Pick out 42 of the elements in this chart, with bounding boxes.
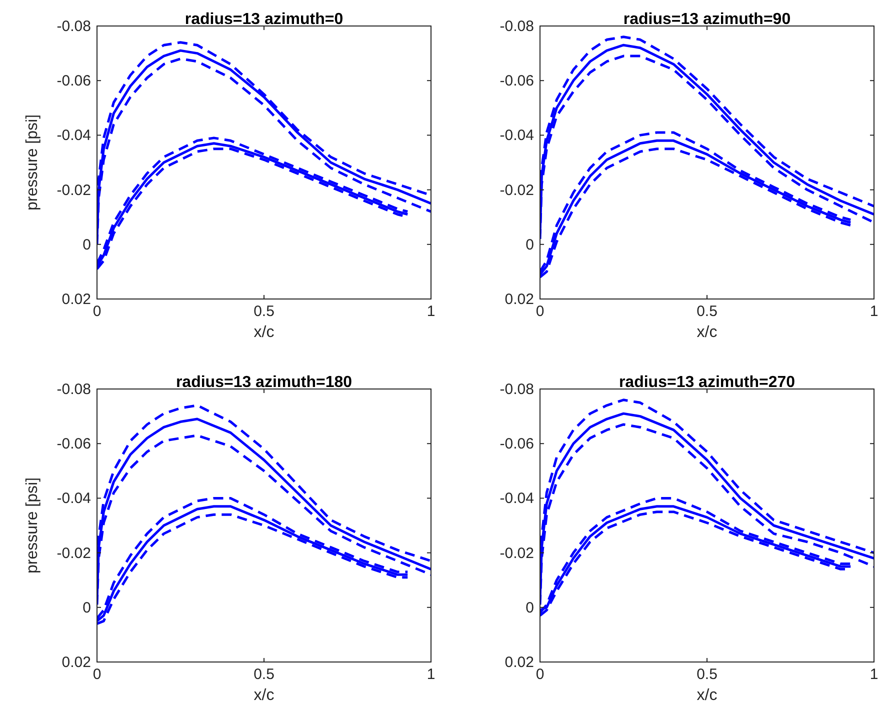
x-tick-label: 0.5 [254, 303, 274, 320]
y-tick-label: -0.02 [56, 182, 91, 199]
y-tick-label: -0.04 [56, 490, 91, 508]
x-tick-label: 1 [426, 666, 436, 683]
y-tick-label: 0.02 [504, 654, 534, 671]
x-axis-title: x/c [254, 324, 274, 341]
x-axis-title: x/c [254, 687, 274, 704]
x-tick-label: 1 [870, 666, 878, 683]
chart-title: radius=13 azimuth=90 [623, 11, 791, 28]
y-tick-label: 0.02 [62, 654, 91, 671]
y-axis-title: pressure [psi] [24, 477, 41, 574]
chart-title: radius=13 azimuth=0 [184, 11, 344, 28]
x-axis-title: x/c [696, 687, 718, 704]
y-tick-label: 0 [82, 236, 91, 254]
y-tick-label: -0.02 [500, 182, 534, 199]
y-tick-label: 0.02 [62, 291, 91, 308]
y-tick-label: 0.02 [504, 291, 534, 308]
x-axis-title: x/c [696, 324, 718, 341]
y-tick-label: -0.06 [500, 72, 534, 90]
y-tick-label: -0.06 [56, 72, 91, 90]
y-tick-label: -0.06 [500, 436, 534, 453]
y-tick-label: -0.08 [56, 381, 91, 398]
x-tick-label: 0.5 [254, 666, 274, 683]
chart-title: radius=13 azimuth=270 [618, 374, 796, 391]
y-tick-label: -0.08 [500, 381, 534, 398]
x-tick-label: 0.5 [696, 303, 718, 320]
y-tick-label: -0.08 [56, 18, 91, 35]
chart-title: radius=13 azimuth=180 [176, 374, 352, 391]
x-tick-label: 1 [870, 303, 878, 320]
y-tick-label: -0.08 [500, 18, 534, 35]
y-tick-label: 0 [526, 599, 534, 616]
y-axis-title: pressure [psi] [24, 114, 41, 211]
x-tick-label: 1 [426, 303, 436, 320]
x-tick-label: 0.5 [696, 666, 718, 683]
y-tick-label: -0.04 [500, 127, 534, 144]
y-tick-label: -0.04 [56, 127, 91, 144]
y-tick-label: -0.06 [56, 436, 91, 453]
y-tick-label: -0.02 [500, 544, 534, 562]
y-tick-label: 0 [82, 599, 91, 616]
y-tick-label: 0 [526, 236, 534, 254]
y-tick-label: -0.04 [500, 490, 534, 508]
y-tick-label: -0.02 [56, 544, 91, 562]
